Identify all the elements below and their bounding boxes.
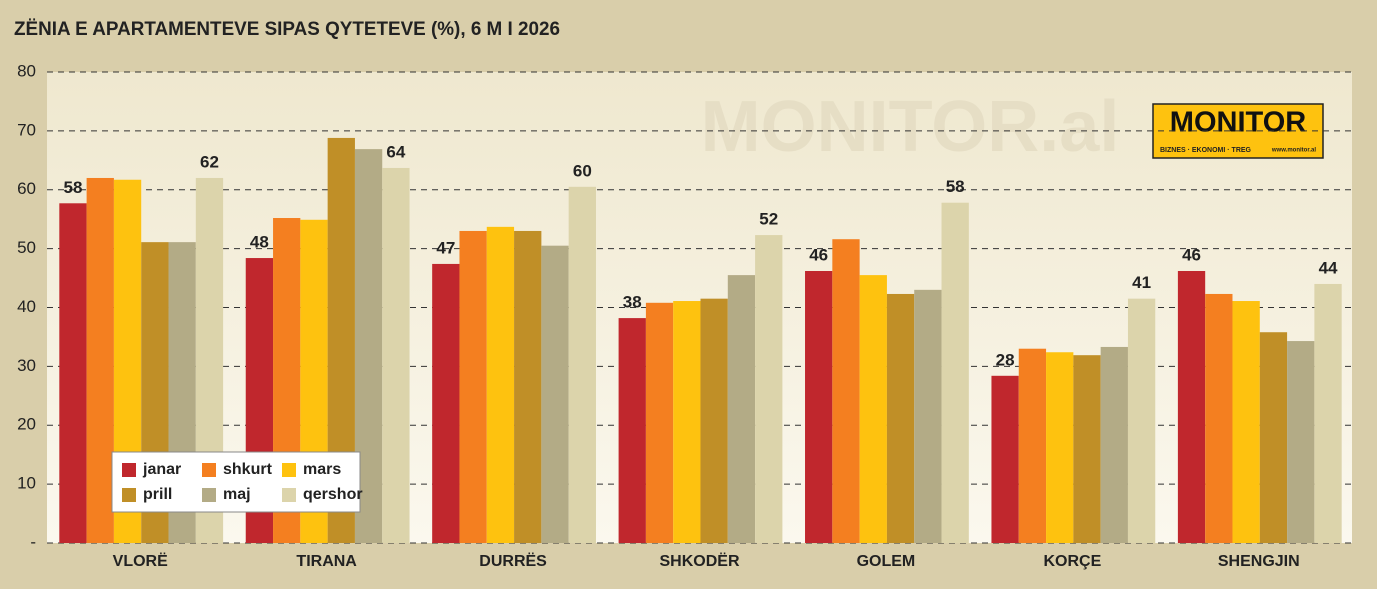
legend-label: janar <box>142 461 181 478</box>
logo-tagline: BIZNES · EKONOMI · TREG <box>1160 147 1252 154</box>
bar <box>382 167 410 543</box>
chart-title: ZËNIA E APARTAMENTEVE SIPAS QYTETEVE (%)… <box>14 19 560 40</box>
bar <box>1314 283 1342 543</box>
value-label: 38 <box>623 293 642 312</box>
x-tick-label: GOLEM <box>857 553 916 570</box>
value-label: 58 <box>64 178 83 197</box>
value-label: 62 <box>200 152 219 171</box>
bar <box>645 302 674 543</box>
legend-label: shkurt <box>223 461 273 478</box>
watermark: MONITOR.al <box>701 87 1120 167</box>
x-tick-label: SHKODËR <box>659 552 739 570</box>
legend-box <box>111 451 361 513</box>
bar <box>568 186 596 543</box>
bar <box>991 375 1019 543</box>
bar <box>673 301 701 543</box>
value-label: 64 <box>386 142 405 161</box>
value-label: 48 <box>250 233 269 252</box>
bar <box>618 318 646 543</box>
bar <box>59 203 87 543</box>
y-tick-label: 20 <box>17 415 36 434</box>
y-tick-label: 40 <box>17 297 36 316</box>
bar <box>1232 301 1260 543</box>
bar <box>514 230 542 543</box>
bar <box>700 298 728 543</box>
value-label: 46 <box>1182 245 1201 264</box>
x-tick-label: SHENGJIN <box>1218 553 1300 570</box>
bar <box>886 293 915 543</box>
bar <box>755 235 783 544</box>
x-tick-label: VLORË <box>113 552 168 570</box>
x-tick-label: KORÇE <box>1043 553 1101 570</box>
bar <box>1205 293 1233 543</box>
bar <box>1046 352 1074 543</box>
x-tick-label: DURRËS <box>479 552 547 570</box>
value-label: 52 <box>759 210 778 229</box>
value-label: 60 <box>573 161 592 180</box>
value-label: 41 <box>1132 273 1151 292</box>
value-label: 44 <box>1319 258 1338 277</box>
bar <box>432 263 460 543</box>
bar <box>727 275 756 543</box>
y-tick-label: 70 <box>17 120 36 139</box>
value-label: 47 <box>436 238 455 257</box>
legend-swatch <box>122 488 136 502</box>
legend: janar shkurt mars prill maj qershor <box>111 451 363 513</box>
legend-label: prill <box>143 486 172 503</box>
bar <box>1177 270 1206 543</box>
y-tick-label: 80 <box>17 61 36 80</box>
bar <box>805 270 833 543</box>
bar <box>1287 341 1315 543</box>
bar <box>832 239 860 543</box>
bar <box>941 202 969 543</box>
legend-swatch <box>282 463 296 477</box>
bar <box>1127 298 1156 543</box>
y-tick-label: 60 <box>17 179 36 198</box>
y-tick-label: 10 <box>17 474 36 493</box>
legend-label: qershor <box>303 486 363 503</box>
logo-title: MONITOR <box>1170 107 1306 139</box>
value-label: 58 <box>946 177 965 196</box>
bar <box>1100 346 1128 543</box>
legend-swatch <box>202 463 216 477</box>
legend-swatch <box>282 488 296 502</box>
bar <box>459 230 487 543</box>
bar <box>86 177 114 543</box>
x-tick-label: TIRANA <box>296 553 357 570</box>
bar <box>541 245 569 543</box>
bar <box>1073 355 1101 543</box>
bar <box>859 275 887 543</box>
bar <box>486 226 515 543</box>
y-tick-label: - <box>30 532 36 551</box>
value-label: 46 <box>809 245 828 264</box>
bar <box>1259 332 1288 543</box>
legend-swatch <box>122 463 136 477</box>
y-tick-label: 30 <box>17 356 36 375</box>
bar <box>914 289 942 543</box>
bar <box>1018 348 1047 543</box>
legend-swatch <box>202 488 216 502</box>
logo-url: www.monitor.al <box>1271 148 1316 154</box>
legend-label: maj <box>223 486 251 503</box>
value-label: 28 <box>996 350 1015 369</box>
legend-label: mars <box>303 461 341 478</box>
y-tick-label: 50 <box>17 238 36 257</box>
